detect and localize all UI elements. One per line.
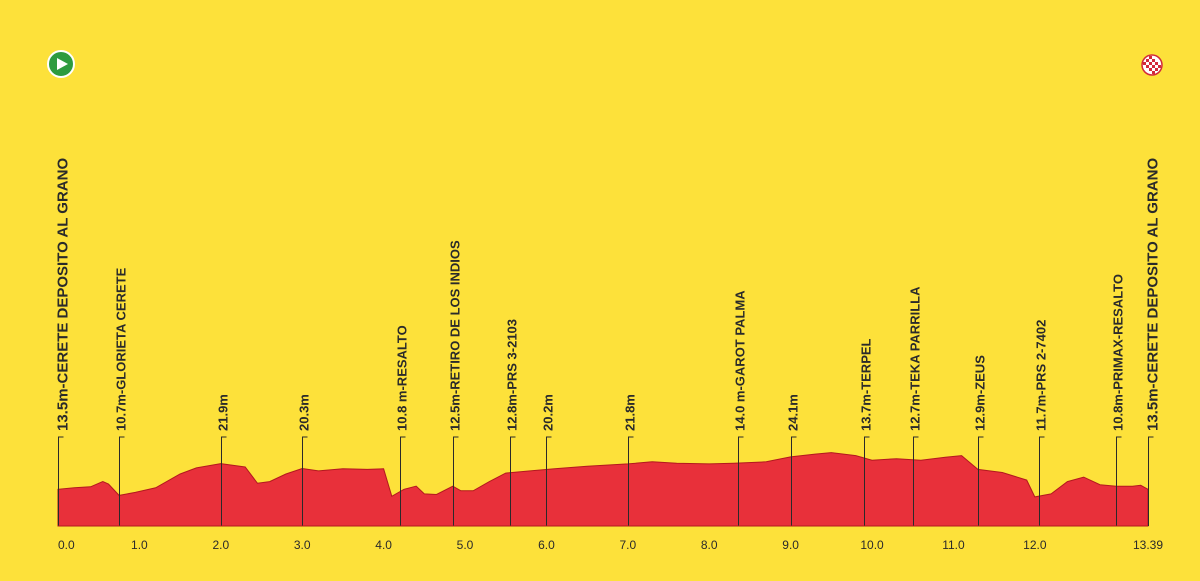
- waypoint-line: [400, 436, 406, 526]
- waypoint-line: [453, 436, 459, 526]
- waypoint-label: 21.8m: [623, 394, 638, 431]
- x-tick-label: 10.0: [860, 538, 884, 552]
- waypoint-label: 10.7m-GLORIETA CERETE: [114, 267, 129, 431]
- x-tick-label: 6.0: [538, 538, 555, 552]
- waypoint-label: 24.1m: [786, 394, 801, 431]
- x-tick-label: 11.0: [942, 538, 965, 552]
- x-axis-ticks: 0.0 1.0 2.0 3.0 4.0 5.0 6.0 7.0 8.0 9.0 10.0 11.0 12…: [58, 525, 1163, 552]
- checkered-flag-icon: [1143, 56, 1161, 74]
- waypoint-label: 12.5m-RETIRO DE LOS INDIOS: [448, 240, 463, 431]
- checker-square: [1152, 71, 1155, 74]
- x-tick-label: 4.0: [375, 538, 392, 552]
- waypoint-line: [913, 436, 919, 526]
- waypoint-line: [1116, 436, 1122, 526]
- x-tick-label: 5.0: [457, 538, 474, 552]
- waypoint-line: [1148, 436, 1154, 526]
- checker-square: [1143, 62, 1146, 65]
- checker-square: [1149, 56, 1152, 59]
- checker-square: [1158, 65, 1161, 68]
- waypoint-label: 13.5m-CERETE DEPOSITO AL GRANO: [55, 158, 72, 431]
- waypoint-line: [864, 436, 870, 526]
- waypoint-line: [1039, 436, 1045, 526]
- waypoint-label: 21.9m: [216, 394, 231, 431]
- checker-square: [1152, 59, 1155, 62]
- x-tick-label: 3.0: [294, 538, 311, 552]
- waypoint-line: [546, 436, 552, 526]
- waypoint-label: 14.0 m-GAROT PALMA: [733, 290, 748, 431]
- waypoint-label: 20.3m: [297, 394, 312, 431]
- x-tick-label: 9.0: [782, 538, 799, 552]
- checker-square: [1155, 68, 1158, 71]
- waypoint-label: 12.8m-PRS 3-2103: [505, 319, 520, 431]
- x-tick-label: 13.39: [1133, 538, 1163, 552]
- waypoint-line: [628, 436, 634, 526]
- x-tick-label: 12.0: [1023, 538, 1047, 552]
- play-icon: [57, 58, 68, 70]
- x-tick-label: 1.0: [131, 538, 148, 552]
- checker-square: [1155, 62, 1158, 65]
- waypoint-line: [221, 436, 227, 526]
- waypoint-line: [510, 436, 516, 526]
- x-tick-label: 2.0: [212, 538, 229, 552]
- x-tick-label: 8.0: [701, 538, 718, 552]
- checker-square: [1149, 62, 1152, 65]
- waypoint-label: 11.7m-PRS 2-7402: [1034, 320, 1049, 431]
- x-tick-label: 0.0: [58, 538, 75, 552]
- waypoint-line: [302, 436, 308, 526]
- checker-square: [1146, 65, 1149, 68]
- finish-marker: [1141, 54, 1163, 76]
- start-marker: [47, 50, 75, 78]
- waypoint-line: [58, 436, 64, 526]
- checker-square: [1152, 65, 1155, 68]
- waypoint-label: 13.7m-TERPEL: [859, 338, 874, 431]
- waypoint-label: 20.2m: [541, 394, 556, 431]
- x-tick-label: 7.0: [619, 538, 636, 552]
- waypoint-line: [738, 436, 744, 526]
- waypoint-line: [119, 436, 125, 526]
- waypoint-label: 10.8m-PRIMAX-RESALTO: [1111, 274, 1126, 431]
- waypoint-label: 13.5m-CERETE DEPOSITO AL GRANO: [1145, 158, 1162, 431]
- waypoint-layer: 13.5m-CERETE DEPOSITO AL GRANO 10.7m-GLOR…: [55, 158, 1162, 526]
- waypoint-label: 12.9m-ZEUS: [973, 355, 988, 431]
- waypoint-line: [791, 436, 797, 526]
- waypoint-label: 10.8 m-RESALTO: [395, 325, 410, 431]
- elevation-area: [57, 452, 1149, 527]
- profile-layer: [57, 452, 1149, 527]
- waypoint-line: [978, 436, 984, 526]
- checker-square: [1146, 59, 1149, 62]
- checker-square: [1149, 68, 1152, 71]
- waypoint-label: 12.7m-TEKA PARRILLA: [908, 286, 923, 431]
